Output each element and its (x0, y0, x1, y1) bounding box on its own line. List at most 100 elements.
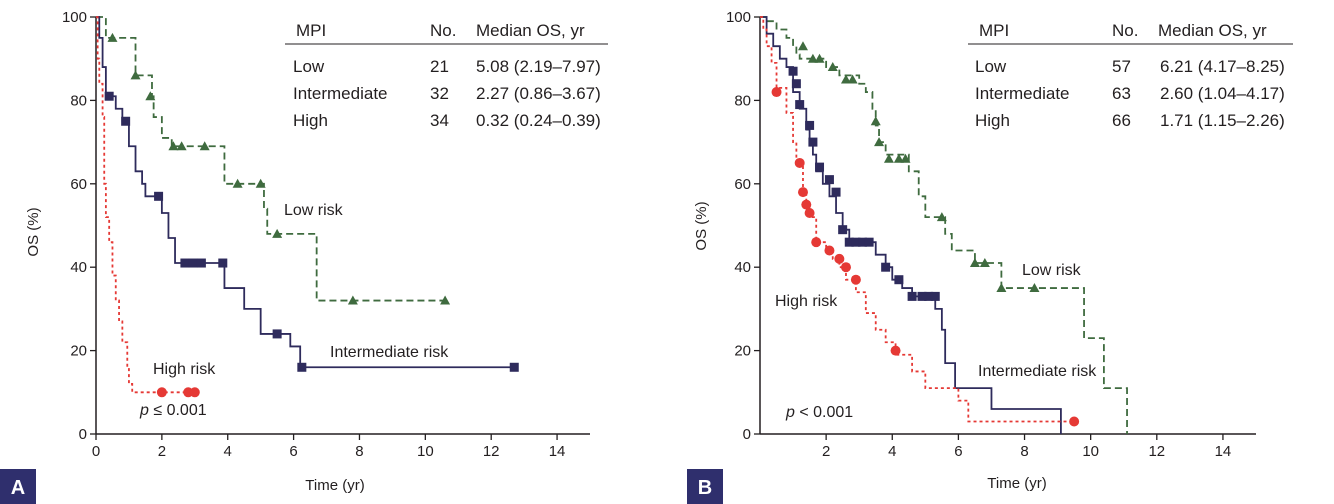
panel-letter-box (687, 469, 723, 504)
y-tick-label: 40 (70, 259, 87, 276)
table-cell: 2.27 (0.86–3.67) (476, 84, 601, 103)
low-censor-marker (814, 53, 825, 63)
intermediate-censor-marker (844, 237, 854, 247)
table-cell: 5.08 (2.19–7.97) (476, 57, 601, 76)
table-header-median: Median OS, yr (1158, 21, 1267, 40)
intermediate-censor-marker (795, 100, 805, 110)
low-censor-marker (870, 116, 881, 126)
low-censor-marker (900, 153, 911, 163)
low-censor-marker (807, 53, 818, 63)
x-tick-label: 12 (483, 443, 500, 460)
low-censor-marker (255, 178, 266, 188)
intermediate-censor-marker (180, 258, 190, 268)
y-tick-label: 0 (743, 426, 751, 443)
x-tick-label: 4 (888, 443, 896, 460)
intermediate-censor-marker (121, 116, 131, 126)
y-tick-label: 80 (70, 92, 87, 109)
high-censor-marker (189, 387, 200, 398)
y-tick-label: 60 (70, 176, 87, 193)
intermediate-censor-marker (272, 329, 282, 339)
intermediate-censor-marker (851, 237, 861, 247)
x-tick-label: 10 (417, 443, 434, 460)
intermediate-risk-label: Intermediate risk (330, 344, 449, 361)
x-axis-label: Time (yr) (987, 475, 1046, 492)
intermediate-censor-marker (218, 258, 228, 268)
y-axis-label: OS (%) (693, 201, 710, 250)
intermediate-censor-marker (788, 66, 798, 76)
x-tick-label: 6 (289, 443, 297, 460)
high-censor-marker (156, 387, 167, 398)
high-censor-marker (840, 262, 851, 273)
low-censor-marker (440, 295, 451, 305)
table-cell: Intermediate (975, 84, 1070, 103)
high-censor-marker (834, 253, 845, 264)
y-ticks: 0 20 40 60 80 100 (726, 9, 760, 443)
high-censor-marker (794, 157, 805, 168)
low-censor-marker (883, 153, 894, 163)
low-censor-marker (874, 137, 885, 147)
low-risk-curve (96, 16, 446, 302)
high-censor-marker (797, 187, 808, 198)
low-censor-marker (130, 70, 141, 80)
x-tick-label: 14 (1215, 443, 1232, 460)
panel-letter: A (11, 477, 25, 499)
y-axis-label: OS (%) (25, 207, 42, 256)
low-censor-marker (827, 62, 838, 72)
intermediate-censor-marker (791, 79, 801, 89)
table-cell: 6.21 (4.17–8.25) (1160, 57, 1285, 76)
panel-a: 0 20 40 60 80 100 0 2 4 6 8 10 12 14 OS (%) Time (yr… (0, 9, 608, 504)
high-censor-marker (890, 345, 901, 356)
y-tick-label: 80 (734, 92, 751, 109)
intermediate-censor-marker (154, 191, 164, 201)
high-censor-marker (804, 207, 815, 218)
p-symbol: p (139, 402, 149, 419)
panel-letter-box (0, 469, 36, 504)
intermediate-risk-curve (96, 16, 515, 369)
intermediate-censor-marker (894, 275, 904, 285)
p-value: < 0.001 (795, 404, 853, 421)
table-cell: 57 (1112, 57, 1131, 76)
intermediate-censor-marker (838, 225, 848, 235)
low-censor-marker (272, 228, 283, 238)
low-risk-label: Low risk (284, 202, 344, 219)
high-censor-marker (850, 274, 861, 285)
high-censor-marker (801, 199, 812, 210)
intermediate-censor-marker (104, 91, 114, 101)
intermediate-censor-marker (297, 362, 307, 372)
intermediate-censor-marker (858, 237, 868, 247)
x-tick-label: 8 (355, 443, 363, 460)
km-curves (96, 16, 519, 398)
x-tick-label: 2 (822, 443, 830, 460)
low-censor-marker (847, 74, 858, 84)
table-cell: 66 (1112, 111, 1131, 130)
table-cell: 32 (430, 84, 449, 103)
high-risk-curve (96, 16, 195, 394)
intermediate-censor-marker (196, 258, 206, 268)
x-ticks: 0 2 4 6 8 10 12 14 (92, 434, 565, 460)
summary-table: MPI No. Median OS, yr Low 57 6.21 (4.17–… (968, 21, 1293, 130)
p-symbol: p (785, 404, 795, 421)
intermediate-censor-marker (509, 362, 519, 372)
y-tick-label: 20 (70, 343, 87, 360)
intermediate-censor-marker (824, 175, 834, 185)
low-censor-marker (936, 212, 947, 222)
intermediate-censor-marker (805, 120, 815, 130)
low-risk-curve (760, 16, 1128, 434)
high-censor-marker (771, 87, 782, 98)
low-risk-label: Low risk (1022, 262, 1082, 279)
high-risk-label: High risk (153, 361, 216, 378)
table-cell: 1.71 (1.15–2.26) (1160, 111, 1285, 130)
table-header-no: No. (430, 21, 456, 40)
intermediate-censor-marker (864, 237, 874, 247)
x-tick-label: 10 (1082, 443, 1099, 460)
low-censor-marker (145, 91, 156, 101)
y-tick-label: 100 (726, 9, 751, 26)
table-header-median: Median OS, yr (476, 21, 585, 40)
low-censor-marker (979, 258, 990, 268)
intermediate-risk-label: Intermediate risk (978, 363, 1097, 380)
table-header-mpi: MPI (296, 21, 326, 40)
y-ticks: 0 20 40 60 80 100 (62, 9, 96, 443)
low-censor-marker (347, 295, 358, 305)
y-tick-label: 20 (734, 343, 751, 360)
